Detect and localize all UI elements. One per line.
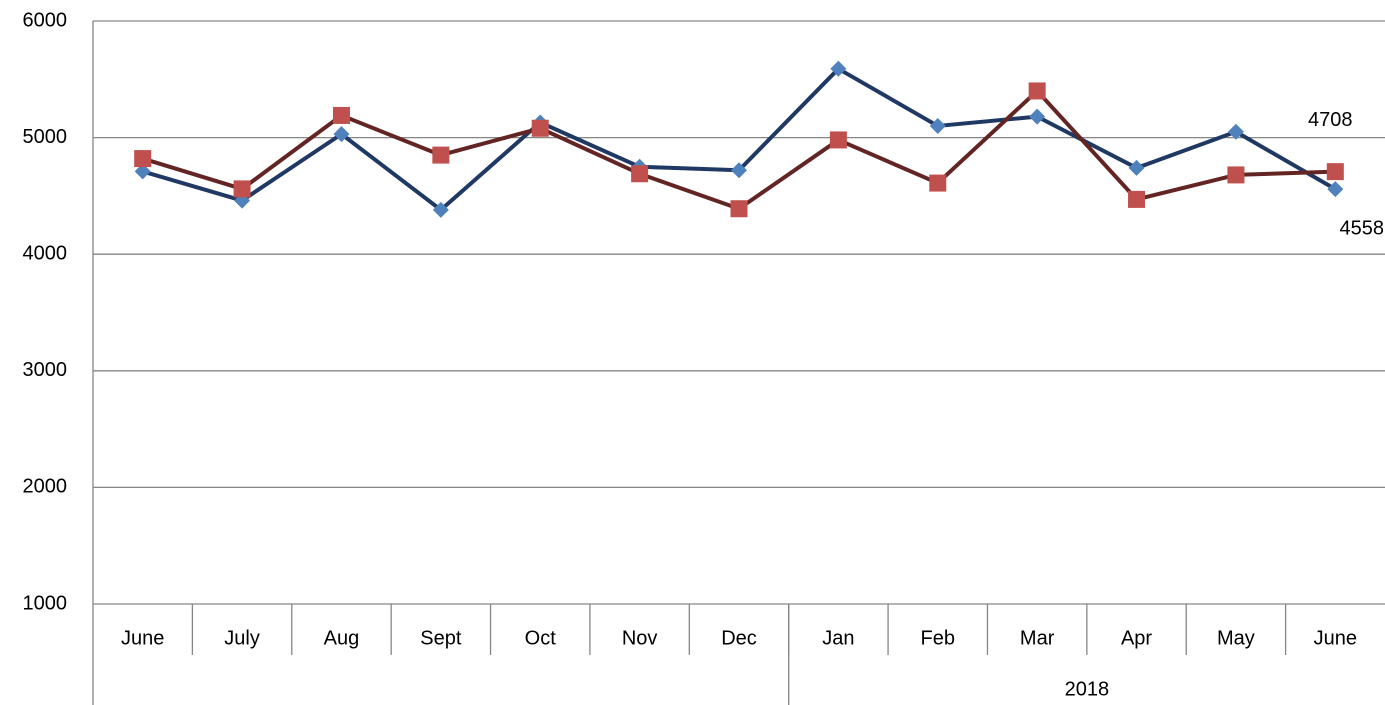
x-tick-label: Feb bbox=[921, 627, 955, 649]
point-marker bbox=[134, 150, 152, 168]
x-tick-label: Jan bbox=[822, 627, 854, 649]
point-marker bbox=[731, 162, 747, 179]
x-tick-label: Sept bbox=[420, 627, 462, 649]
x-tick-label: July bbox=[224, 627, 260, 649]
y-tick-label: 2000 bbox=[23, 476, 68, 498]
x-tick-label: Aug bbox=[324, 627, 360, 649]
x-tick-label: May bbox=[1217, 627, 1255, 649]
point-marker bbox=[432, 201, 449, 218]
series-line bbox=[142, 66, 1337, 212]
point-marker bbox=[134, 163, 151, 180]
x-tick-label: Nov bbox=[622, 627, 658, 649]
point-marker bbox=[929, 117, 946, 134]
point-marker bbox=[1128, 159, 1145, 176]
point-marker bbox=[531, 119, 549, 137]
y-tick-label: 6000 bbox=[23, 9, 68, 31]
data-label: 4708 bbox=[1308, 109, 1353, 131]
point-marker bbox=[332, 106, 350, 124]
point-marker bbox=[829, 131, 847, 149]
point-marker bbox=[1227, 123, 1244, 140]
point-marker bbox=[1227, 166, 1245, 184]
point-marker bbox=[1128, 190, 1146, 208]
point-marker bbox=[1029, 108, 1046, 125]
point-marker bbox=[830, 60, 847, 77]
y-tick-label: 1000 bbox=[23, 592, 68, 614]
x-tick-label: Dec bbox=[721, 627, 757, 649]
point-marker bbox=[1326, 163, 1344, 181]
point-marker bbox=[1327, 181, 1344, 198]
y-tick-label: 3000 bbox=[23, 359, 68, 381]
point-marker bbox=[1028, 82, 1046, 100]
point-marker bbox=[432, 146, 450, 164]
series-line bbox=[142, 88, 1336, 211]
y-tick-label: 4000 bbox=[23, 242, 68, 264]
x-tick-label: Oct bbox=[525, 627, 557, 649]
data-label: 4558 bbox=[1340, 217, 1385, 239]
group-label: 2018 bbox=[1065, 678, 1110, 700]
x-tick-label: Mar bbox=[1020, 627, 1055, 649]
point-marker bbox=[333, 126, 350, 143]
point-marker bbox=[631, 165, 649, 183]
point-marker bbox=[233, 180, 251, 198]
x-tick-label: June bbox=[121, 627, 164, 649]
point-marker bbox=[929, 174, 947, 192]
y-tick-label: 5000 bbox=[23, 126, 68, 148]
x-tick-label: June bbox=[1314, 627, 1357, 649]
x-tick-label: Apr bbox=[1121, 627, 1152, 649]
point-marker bbox=[730, 200, 748, 218]
